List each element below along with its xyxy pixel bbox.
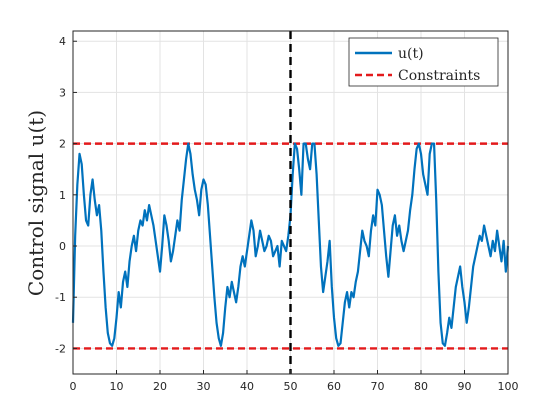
y-tick-label: 3: [59, 86, 66, 99]
y-tick-label: 1: [59, 189, 66, 202]
y-tick-label: 4: [59, 35, 66, 48]
x-tick-label: 50: [284, 380, 298, 393]
x-tick-label: 10: [110, 380, 124, 393]
y-axis-ticks: -2 -1 0 1 2 3 4: [55, 35, 77, 355]
y-axis-label: Control signal u(t): [24, 110, 48, 296]
legend: u(t) Constraints: [348, 37, 499, 87]
y-tick-label: 0: [59, 240, 66, 253]
legend-label-u: u(t): [398, 46, 424, 62]
x-tick-label: 100: [498, 380, 519, 393]
y-tick-label: -2: [55, 342, 66, 355]
x-tick-label: 90: [458, 380, 472, 393]
x-tick-label: 80: [414, 380, 428, 393]
x-tick-label: 70: [371, 380, 385, 393]
x-tick-label: 30: [197, 380, 211, 393]
x-axis-ticks: 0 10 20 30 40 50 60 70 80 90 100: [70, 370, 519, 393]
legend-box: [348, 37, 499, 87]
constraint-lines: [73, 142, 508, 350]
y-tick-label: 2: [59, 138, 66, 151]
x-tick-label: 40: [240, 380, 254, 393]
x-tick-label: 60: [327, 380, 341, 393]
x-tick-label: 20: [153, 380, 167, 393]
y-tick-label: -1: [55, 291, 66, 304]
x-tick-label: 0: [70, 380, 77, 393]
legend-label-constraints: Constraints: [398, 68, 480, 84]
